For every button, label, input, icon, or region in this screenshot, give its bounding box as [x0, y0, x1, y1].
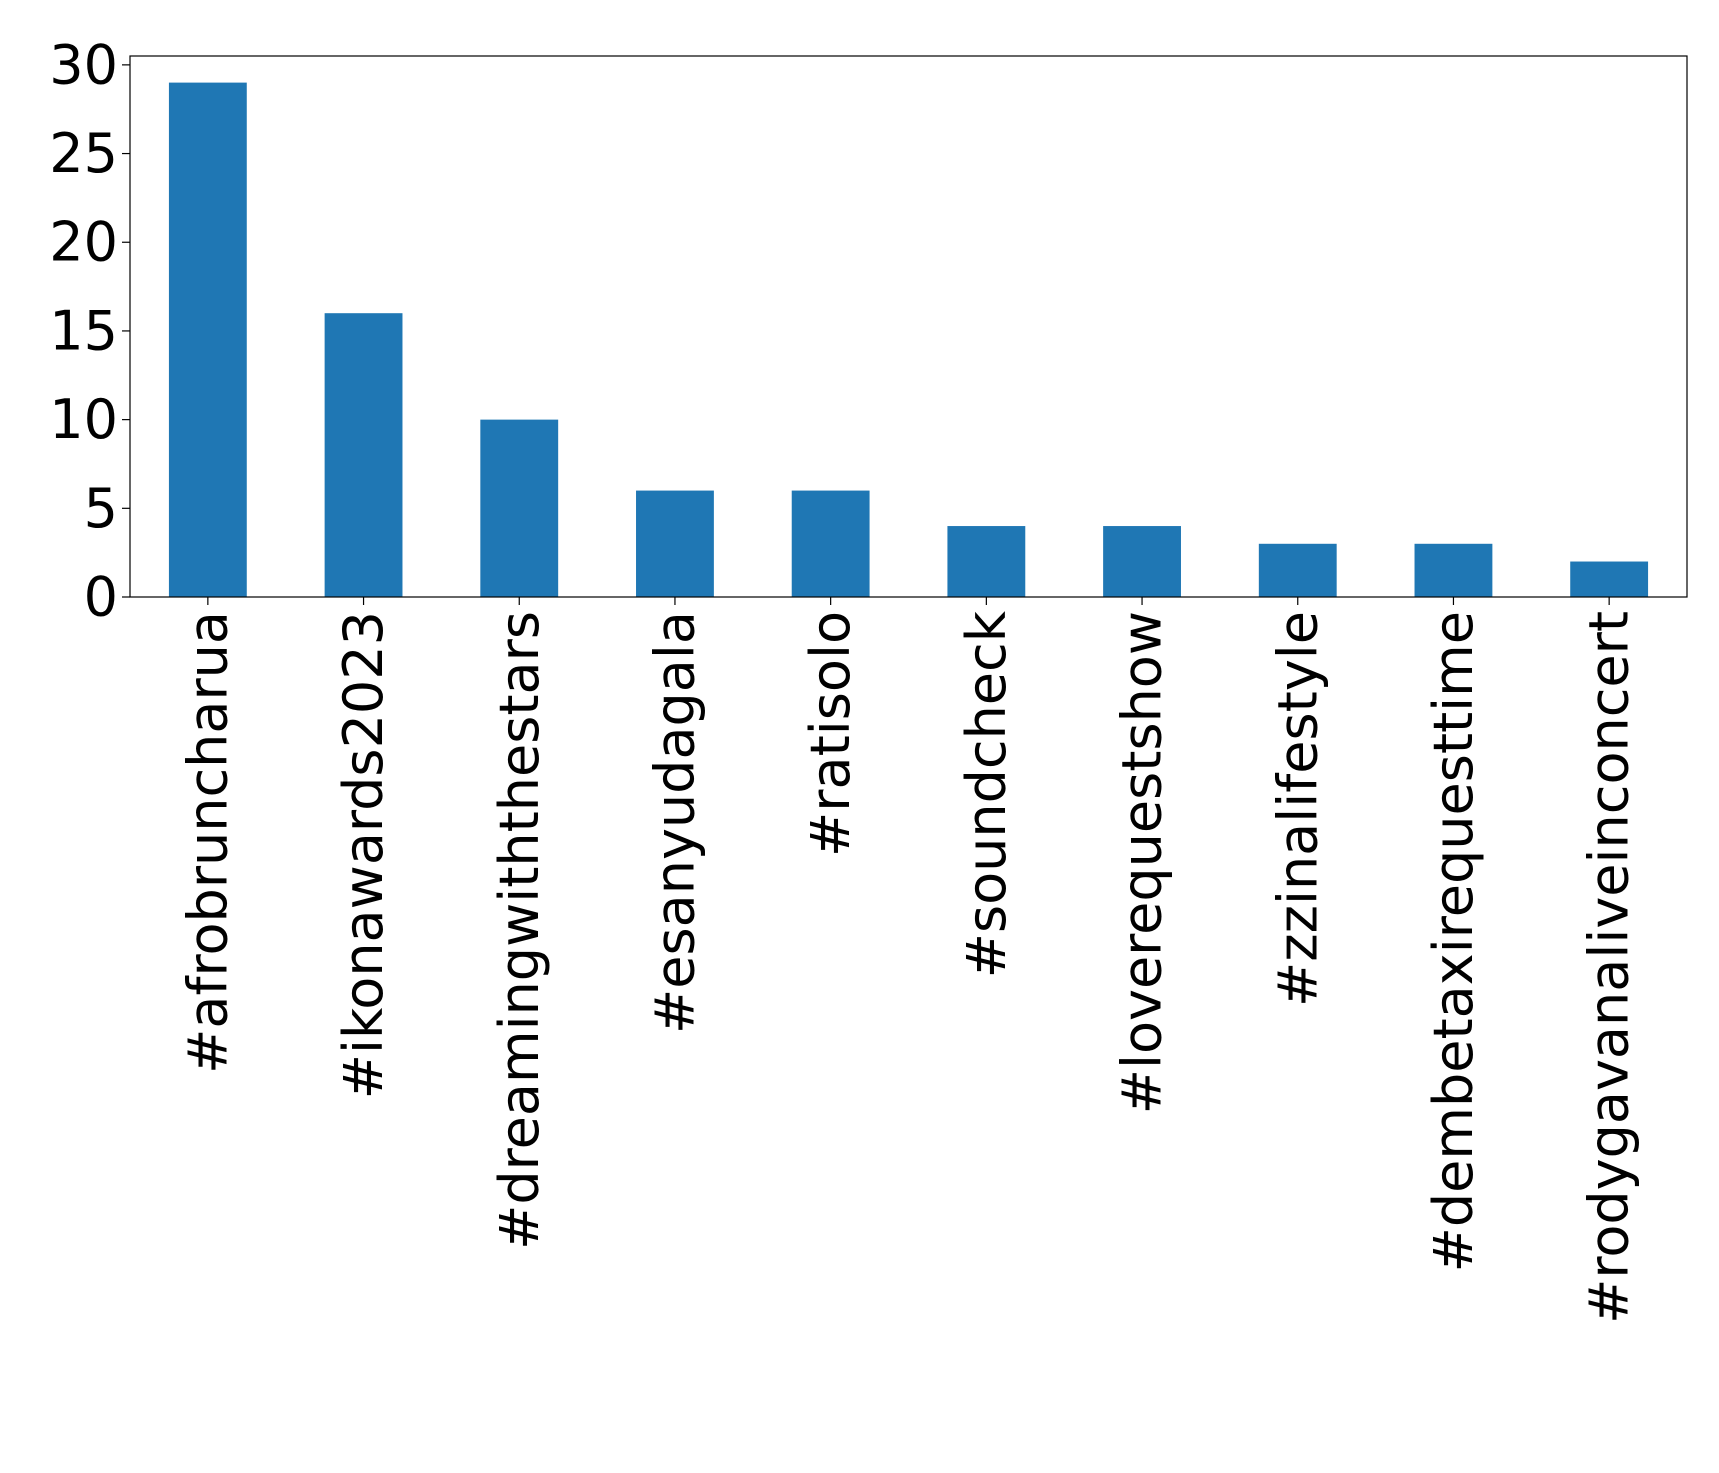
x-tick-label: #afrobruncharua	[176, 611, 239, 1074]
y-tick-label: 30	[49, 33, 118, 96]
bar-9	[1570, 561, 1649, 597]
y-tick-label: 20	[49, 211, 118, 274]
y-tick-label: 25	[49, 122, 118, 185]
ticks-layer: 0 5 10 15 20 25 30 #afrobruncharua #ikonawards20…	[49, 33, 1640, 1324]
x-tick-label: #ikonawards2023	[332, 611, 395, 1099]
axes-layer	[129, 55, 1688, 598]
x-tick-label: #dreamingwiththestars	[488, 611, 551, 1250]
x-tick-label: #esanyudagala	[643, 611, 706, 1034]
y-tick-label: 10	[49, 388, 118, 451]
bar-5	[947, 526, 1026, 597]
x-tick-label: #dembetaxirequesttime	[1422, 611, 1485, 1272]
bars-layer	[168, 82, 1649, 597]
x-tick-label: #ratisolo	[799, 611, 862, 857]
bar-1	[324, 313, 403, 597]
bar-4	[791, 490, 870, 597]
bar-8	[1414, 543, 1493, 597]
bar-0	[168, 82, 247, 597]
bar-7	[1258, 543, 1337, 597]
y-tick-label: 5	[84, 477, 118, 540]
y-tick-label: 0	[84, 566, 118, 629]
x-tick-label: #rodygavanaliveinconcert	[1578, 611, 1641, 1324]
bar-6	[1103, 526, 1181, 597]
y-tick-label: 15	[49, 299, 118, 362]
x-tick-label: #loverequestshow	[1111, 611, 1174, 1114]
x-tick-label: #soundcheck	[955, 610, 1018, 978]
bar-3	[636, 490, 714, 597]
plot-frame	[129, 55, 1688, 598]
bar-2	[480, 419, 559, 597]
x-tick-label: #zzinalifestyle	[1266, 611, 1329, 1007]
